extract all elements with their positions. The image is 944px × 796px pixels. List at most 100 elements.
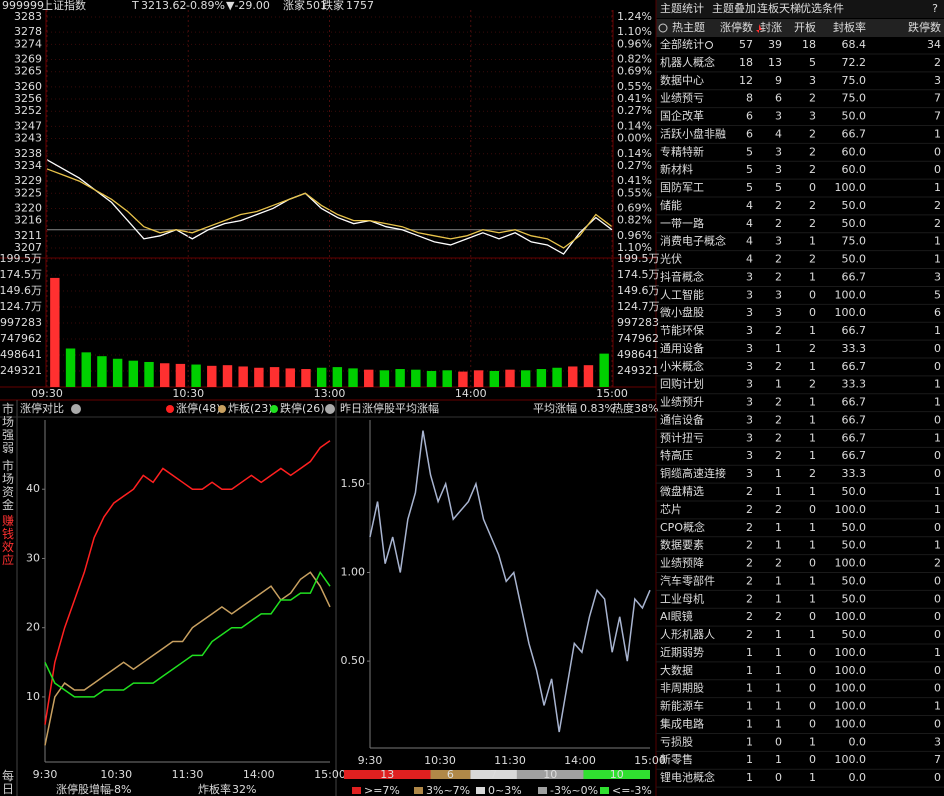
table-cell: 1 (775, 682, 782, 695)
x-tick-label: 14:00 (564, 754, 596, 767)
table-cell[interactable]: 新材料 (660, 162, 693, 176)
table-cell[interactable]: 微小盘股 (660, 305, 704, 319)
legend-label: 跌停(26) (280, 401, 325, 415)
volume-bar (97, 356, 107, 387)
price-line (46, 159, 613, 255)
table-cell[interactable]: 国企改革 (660, 109, 704, 123)
table-cell[interactable]: 机器人概念 (660, 55, 715, 69)
table-cell: 0 (809, 717, 816, 730)
table-cell[interactable]: 人形机器人 (660, 627, 715, 641)
tab-profit-effect[interactable]: 赚钱效应 (1, 514, 14, 567)
column-header[interactable]: 热主题 (672, 21, 705, 34)
table-cell[interactable]: 全部统计 (660, 37, 704, 51)
table-cell[interactable]: 业绩预亏 (660, 92, 704, 105)
table-cell: 1 (775, 342, 782, 355)
table-cell[interactable]: AI眼镜 (660, 609, 693, 623)
table-cell: 1 (809, 396, 816, 409)
table-cell[interactable]: 专精特新 (660, 144, 704, 158)
volume-tick-label: 249321 (0, 364, 42, 377)
volume-tick-label-right: 498641 (617, 348, 659, 361)
table-cell[interactable]: 微盘精选 (660, 484, 704, 498)
table-cell[interactable]: CPO概念 (660, 520, 705, 534)
table-cell[interactable]: 回购计划 (660, 377, 704, 391)
table-cell: 66.7 (842, 360, 867, 373)
y2-tick-label: 0.14% (617, 147, 652, 160)
table-cell: 2 (775, 413, 782, 426)
table-cell: 1 (809, 771, 816, 784)
table-cell[interactable]: 国防军工 (660, 180, 704, 194)
table-cell: 13 (768, 56, 782, 69)
theme-icon (658, 23, 668, 33)
volume-bar (254, 367, 264, 387)
table-cell: 1 (775, 628, 782, 641)
table-cell[interactable]: 通用设备 (660, 341, 704, 355)
table-cell[interactable]: 通信设备 (660, 412, 704, 426)
tab[interactable]: 优选条件 (800, 1, 844, 15)
table-cell[interactable]: 大数据 (660, 663, 693, 677)
table-cell[interactable]: 一带一路 (660, 217, 704, 230)
table-cell: 1 (746, 717, 753, 730)
tab[interactable]: 主题叠加 (712, 2, 756, 15)
table-cell[interactable]: 工业母机 (660, 591, 704, 605)
table-cell[interactable]: 近期弱势 (660, 646, 704, 659)
table-cell[interactable]: 集成电路 (660, 716, 704, 730)
legend-label: >=7% (364, 784, 400, 796)
table-cell: 1 (934, 235, 941, 248)
table-cell[interactable]: 数据中心 (660, 73, 704, 87)
table-cell: 1 (775, 646, 782, 659)
table-cell: 0 (934, 342, 941, 355)
table-cell[interactable]: 储能 (660, 198, 682, 212)
column-header[interactable]: 封板率 (833, 20, 866, 34)
table-cell[interactable]: 亏损股 (660, 734, 693, 748)
table-cell[interactable]: 小米概念 (660, 359, 704, 373)
table-cell[interactable]: 铜缆高速连接 (660, 466, 726, 480)
column-header[interactable]: 涨停数 (720, 20, 753, 34)
table-cell: 1 (809, 628, 816, 641)
y-tick-label: 3247 (14, 119, 42, 132)
tab-market-funds[interactable]: 市场资金 (1, 459, 14, 512)
sort-arrow[interactable] (756, 24, 762, 33)
table-cell[interactable]: 人工智能 (660, 287, 704, 301)
table-cell: 66.7 (842, 270, 867, 283)
help-button[interactable]: ? (932, 2, 938, 15)
table-cell: 0 (809, 646, 816, 659)
tab[interactable]: 连板天梯 (757, 1, 801, 15)
table-cell[interactable]: 特高压 (660, 448, 693, 462)
table-cell: 1 (746, 735, 753, 748)
table-cell[interactable]: 抖音概念 (660, 269, 704, 283)
table-cell[interactable]: 预计扭亏 (660, 430, 704, 444)
table-cell[interactable]: 光伏 (660, 252, 682, 266)
table-cell[interactable]: 活跃小盘非融 (660, 126, 726, 140)
table-cell: 1 (809, 574, 816, 587)
volume-tick-label: 124.7万 (0, 300, 42, 313)
distribution-segment (583, 770, 650, 779)
table-cell[interactable]: 节能环保 (660, 323, 704, 337)
table-cell: 100.0 (835, 181, 867, 194)
table-cell: 2 (775, 431, 782, 444)
table-cell[interactable]: 芯片 (660, 502, 682, 516)
distribution-segment (430, 770, 471, 779)
table-cell[interactable]: 数据要素 (660, 538, 704, 552)
tab-market-strength[interactable]: 市场强弱 (1, 402, 14, 455)
table-cell[interactable]: 业绩预升 (660, 396, 704, 409)
column-header[interactable]: 开板 (794, 20, 816, 34)
table-cell[interactable]: 汽车零部件 (660, 573, 715, 587)
table-cell[interactable]: 锂电池概念 (660, 770, 715, 784)
column-header[interactable]: 跌停数 (908, 20, 941, 34)
table-cell[interactable]: 业绩预降 (660, 556, 704, 570)
table-cell[interactable]: 新零售 (660, 752, 693, 766)
table-cell: 2 (746, 503, 753, 516)
y-tick-label: 0.50 (341, 654, 366, 667)
volume-bar (285, 368, 295, 387)
table-cell[interactable]: 非周期股 (660, 682, 704, 695)
table-cell: 3 (746, 467, 753, 480)
table-cell: 2 (775, 360, 782, 373)
table-cell[interactable]: 新能源车 (660, 699, 704, 713)
tab-daily[interactable]: 每日 (1, 769, 14, 796)
column-header[interactable]: 封涨 (760, 20, 782, 34)
table-cell[interactable]: 消费电子概念 (660, 234, 726, 248)
tab[interactable]: 主题统计 (660, 2, 704, 15)
table-cell: 3 (934, 735, 941, 748)
distribution-count: 10 (543, 768, 557, 781)
table-cell: 0 (775, 735, 782, 748)
